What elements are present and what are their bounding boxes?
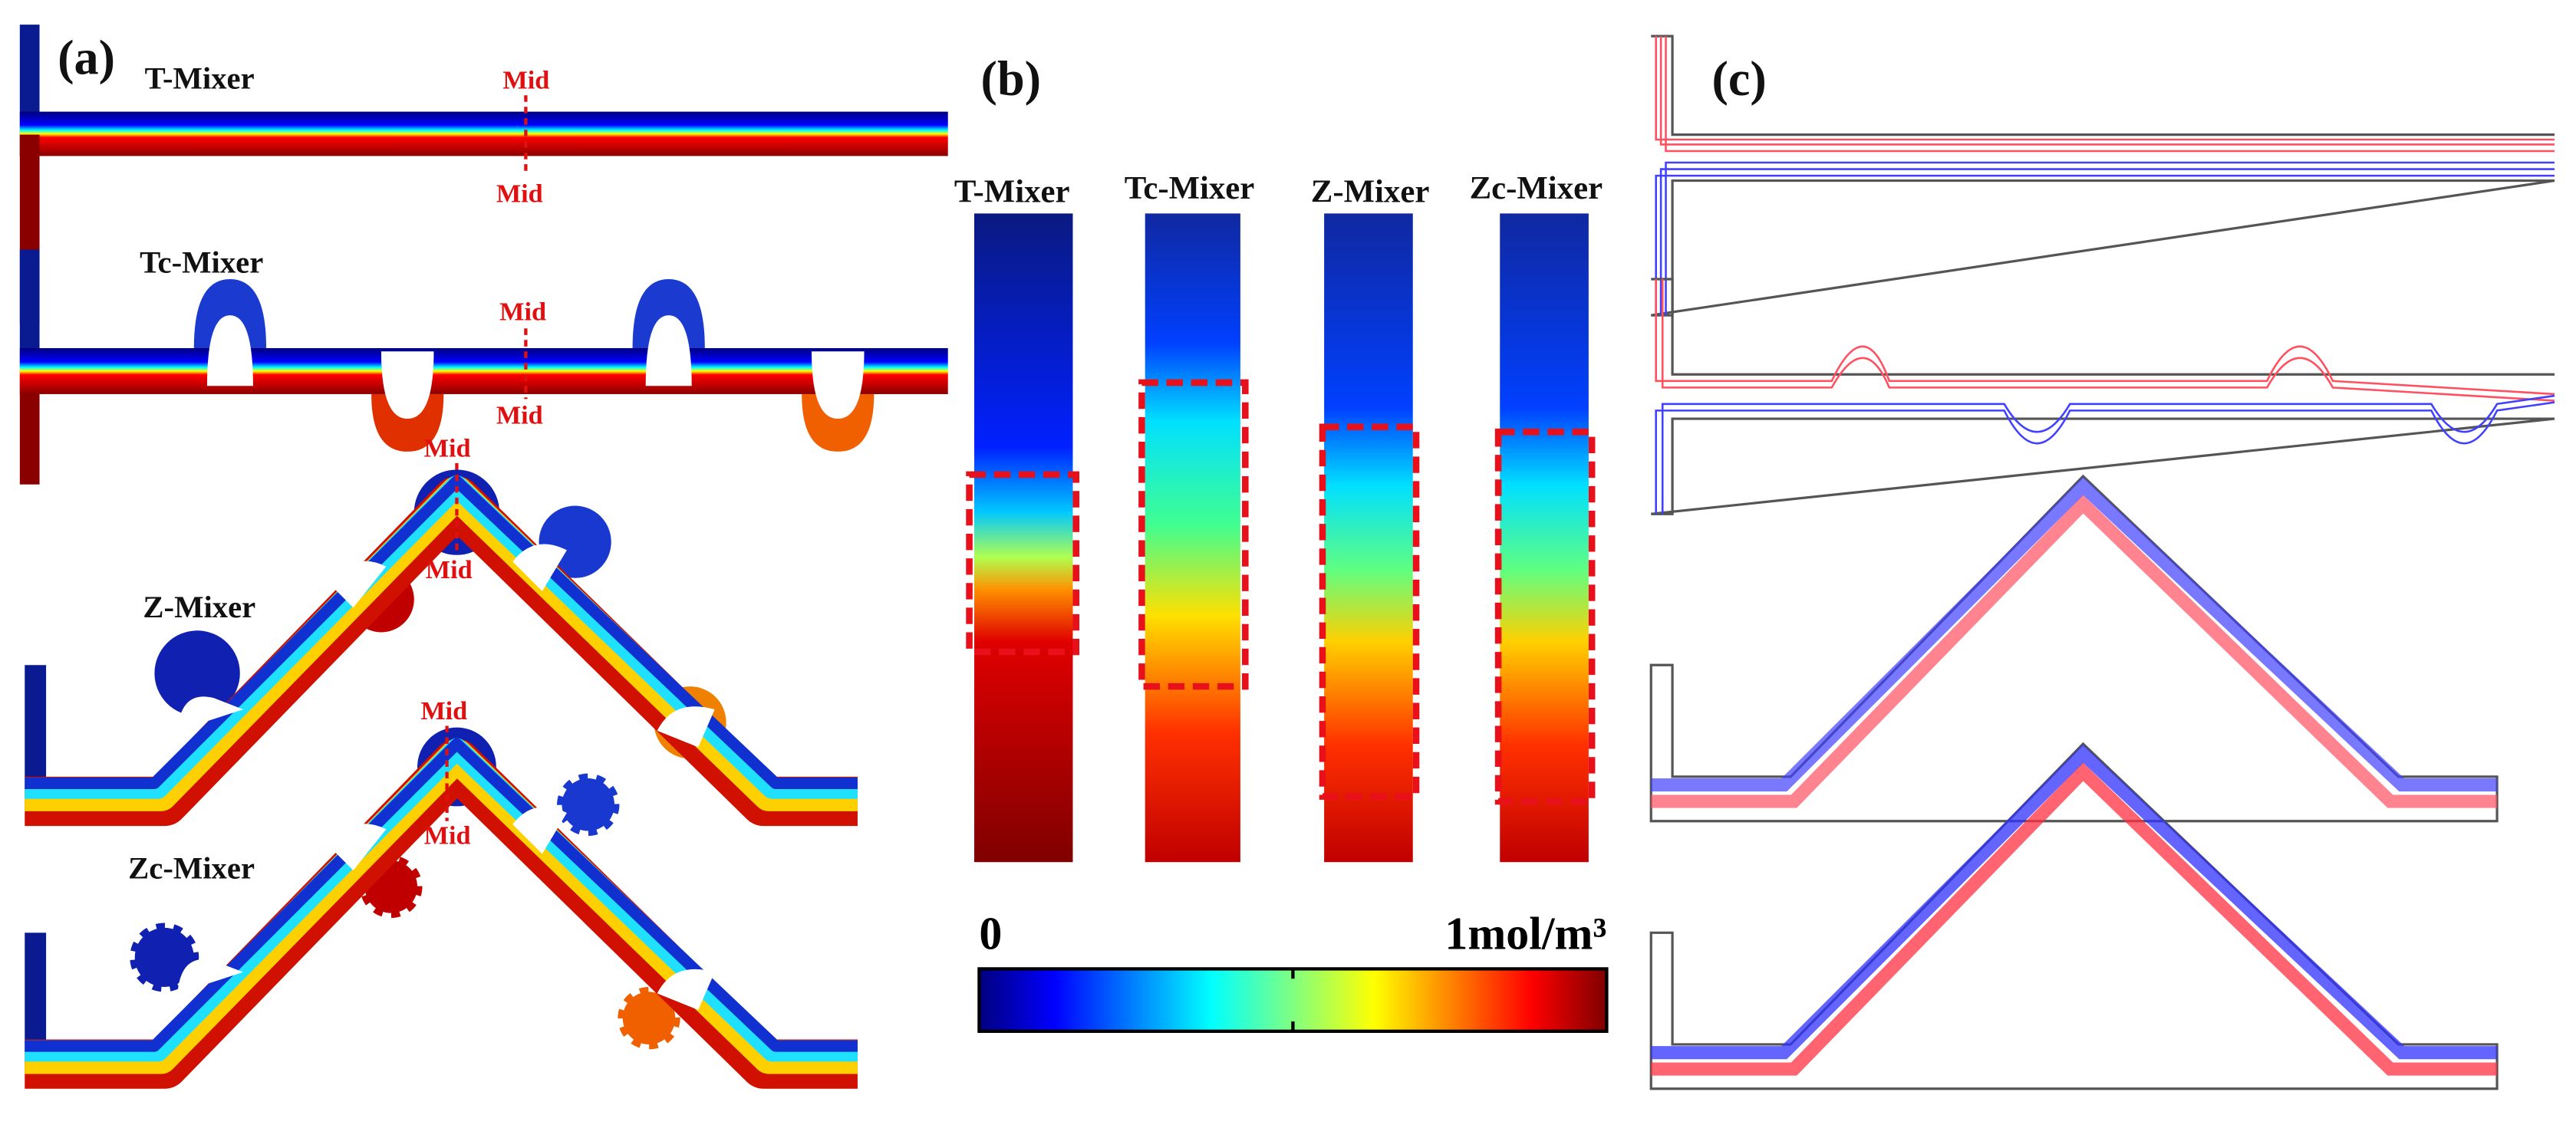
baffle: [657, 969, 715, 1010]
tc-channel: [19, 279, 948, 452]
baffle: [657, 706, 715, 748]
bump: [557, 773, 620, 836]
panel-b: (b) T-Mixer Tc-Mixer Z-Mixer Zc-Mixer 0 …: [954, 51, 1609, 1033]
panel-label: (a): [58, 30, 115, 84]
column-title: T-Mixer: [954, 173, 1070, 209]
mixer-label: Tc-Mixer: [140, 245, 263, 279]
panel-label: (c): [1711, 51, 1766, 106]
channel: [19, 111, 948, 156]
concentration-column: [1500, 213, 1589, 863]
panel-c: (c): [1649, 35, 2555, 1090]
inlet: [25, 665, 47, 797]
mid-label: Mid: [499, 298, 546, 327]
streamlines-red: [1651, 495, 2498, 808]
streamlines-red: [1655, 279, 2555, 402]
streamlines-blue: [1651, 744, 2498, 1060]
concentration-column: [1324, 213, 1413, 863]
baffle: [328, 824, 387, 870]
bump: [371, 393, 444, 452]
mid-label: Mid: [496, 179, 543, 208]
mixer-label: T-Mixer: [145, 61, 255, 96]
highlight-box: [966, 471, 1080, 656]
baffle: [512, 807, 567, 854]
highlight-box: [1494, 428, 1596, 805]
bump: [618, 986, 680, 1050]
highlight-box: [1319, 423, 1420, 800]
zc-channel: [25, 727, 858, 1089]
mid-label: Mid: [426, 555, 473, 584]
baffle: [512, 544, 567, 591]
column-title: Z-Mixer: [1311, 173, 1430, 209]
column-title: Zc-Mixer: [1470, 170, 1603, 206]
baffle: [206, 315, 253, 386]
baffle: [177, 959, 244, 994]
colorbar-min: 0: [979, 909, 1002, 959]
concentration-column: [1145, 213, 1240, 863]
baffle: [177, 696, 244, 731]
highlight-box: [1138, 379, 1249, 690]
colorbar-max: 1mol/m³: [1444, 909, 1606, 959]
baffle: [380, 351, 434, 419]
concentration-column: [973, 213, 1073, 863]
channel: [19, 347, 948, 394]
baffle: [645, 315, 692, 386]
channel: [25, 738, 858, 1052]
bump: [130, 923, 199, 992]
streamlines-red: [1655, 36, 2555, 153]
mixer-label: Z-Mixer: [143, 590, 255, 624]
mid-label: Mid: [502, 66, 549, 95]
outline: [1651, 278, 2555, 515]
panel-label: (b): [981, 51, 1042, 106]
bump: [154, 630, 240, 716]
baffle: [811, 351, 865, 419]
panel-a: (a) T-Mixer Tc-Mixer Z-Mixer Zc-Mixer Mi…: [19, 25, 948, 1089]
mid-label: Mid: [496, 400, 543, 429]
mid-label: Mid: [420, 696, 467, 725]
column-title: Tc-Mixer: [1125, 170, 1255, 206]
streamlines-blue: [1651, 476, 2498, 792]
bump: [193, 279, 267, 348]
mixer-label: Zc-Mixer: [128, 851, 255, 886]
streamlines-blue: [1655, 394, 2555, 515]
bump: [802, 393, 875, 452]
streamlines-red: [1651, 762, 2498, 1076]
mid-label: Mid: [424, 433, 471, 462]
mid-label: Mid: [424, 821, 471, 850]
streamlines-blue: [1655, 161, 2555, 316]
baffle: [328, 561, 387, 608]
bump: [632, 279, 705, 348]
